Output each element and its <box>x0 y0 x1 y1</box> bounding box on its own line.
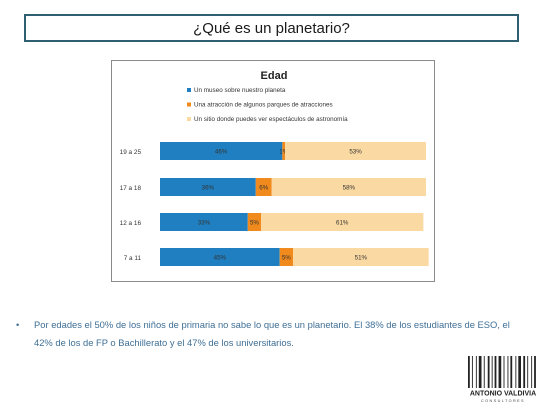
legend-label-2: Un sitio donde puedes ver espectáculos d… <box>194 116 348 123</box>
barcode-stripe <box>515 356 517 388</box>
bar-0-2 <box>160 213 248 231</box>
category-label-3: 7 a 11 <box>124 255 142 262</box>
bar-1-0 <box>282 142 286 160</box>
legend-swatch-0 <box>187 88 191 92</box>
data-label-1-0: 1% <box>279 149 288 156</box>
data-label-2-3: 51% <box>355 255 368 262</box>
barcode-stripe <box>468 356 470 388</box>
barcode-stripe <box>531 356 533 388</box>
company-logo: ANTONIO VALDIVIA CONSULTORES <box>467 356 539 403</box>
stacked-bar-chart: Edad Un museo sobre nuestro planeta Una at… <box>120 70 429 266</box>
logo-subtitle: CONSULTORES <box>481 399 525 403</box>
data-label-1-1: 6% <box>259 185 268 192</box>
barcode-stripe <box>507 356 509 388</box>
bar-1-2 <box>247 213 262 231</box>
barcode-stripe <box>494 356 497 388</box>
barcode-stripe <box>483 356 485 388</box>
barcode-stripe <box>527 356 529 388</box>
slide-title: ¿Qué es un planetario? <box>24 14 519 42</box>
category-label-1: 17 a 18 <box>120 185 142 192</box>
bar-1-1 <box>255 178 272 196</box>
bar-2-2 <box>261 213 424 231</box>
bullet-marker: • <box>16 319 20 330</box>
data-label-2-0: 53% <box>349 149 362 156</box>
bar-0-0 <box>160 142 283 160</box>
category-label-0: 19 a 25 <box>120 149 142 156</box>
barcode-stripe <box>475 356 477 388</box>
barcode-stripe <box>491 356 493 388</box>
bar-0-1 <box>160 178 256 196</box>
data-label-2-2: 61% <box>336 220 349 227</box>
chart-frame: Edad Un museo sobre nuestro planeta Una at… <box>111 60 435 282</box>
legend-label-1: Una atracción de algunos parques de atra… <box>194 102 333 109</box>
data-label-0-2: 33% <box>198 220 211 227</box>
data-label-0-0: 46% <box>215 149 228 156</box>
data-label-1-2: 5% <box>250 220 259 227</box>
data-label-0-3: 45% <box>214 255 227 262</box>
chart-title: Edad <box>261 70 288 82</box>
barcode-stripe <box>478 356 482 388</box>
barcode-stripe <box>510 356 513 388</box>
bar-2-0 <box>285 142 426 160</box>
bar-0-3 <box>160 248 280 266</box>
barcode-stripe <box>518 356 521 388</box>
data-label-1-3: 5% <box>282 255 291 262</box>
legend-swatch-1 <box>187 102 191 107</box>
category-label-2: 12 a 16 <box>120 220 142 227</box>
legend-swatch-2 <box>187 117 191 121</box>
bar-2-3 <box>293 248 429 266</box>
bar-1-3 <box>279 248 293 266</box>
barcode-stripe <box>503 356 505 388</box>
barcode-stripe <box>523 356 526 388</box>
logo-name: ANTONIO VALDIVIA <box>470 391 536 398</box>
data-label-0-1: 36% <box>202 185 215 192</box>
data-label-2-1: 58% <box>343 185 356 192</box>
barcode-stripe <box>498 356 502 388</box>
bullet-text: Por edades el 50% de los niños de primar… <box>34 319 510 349</box>
barcode-stripe <box>534 356 536 388</box>
legend-label-0: Un museo sobre nuestro planeta <box>194 87 286 94</box>
barcode-stripe <box>487 356 490 388</box>
barcode-stripe <box>471 356 473 388</box>
bar-2-1 <box>271 178 426 196</box>
